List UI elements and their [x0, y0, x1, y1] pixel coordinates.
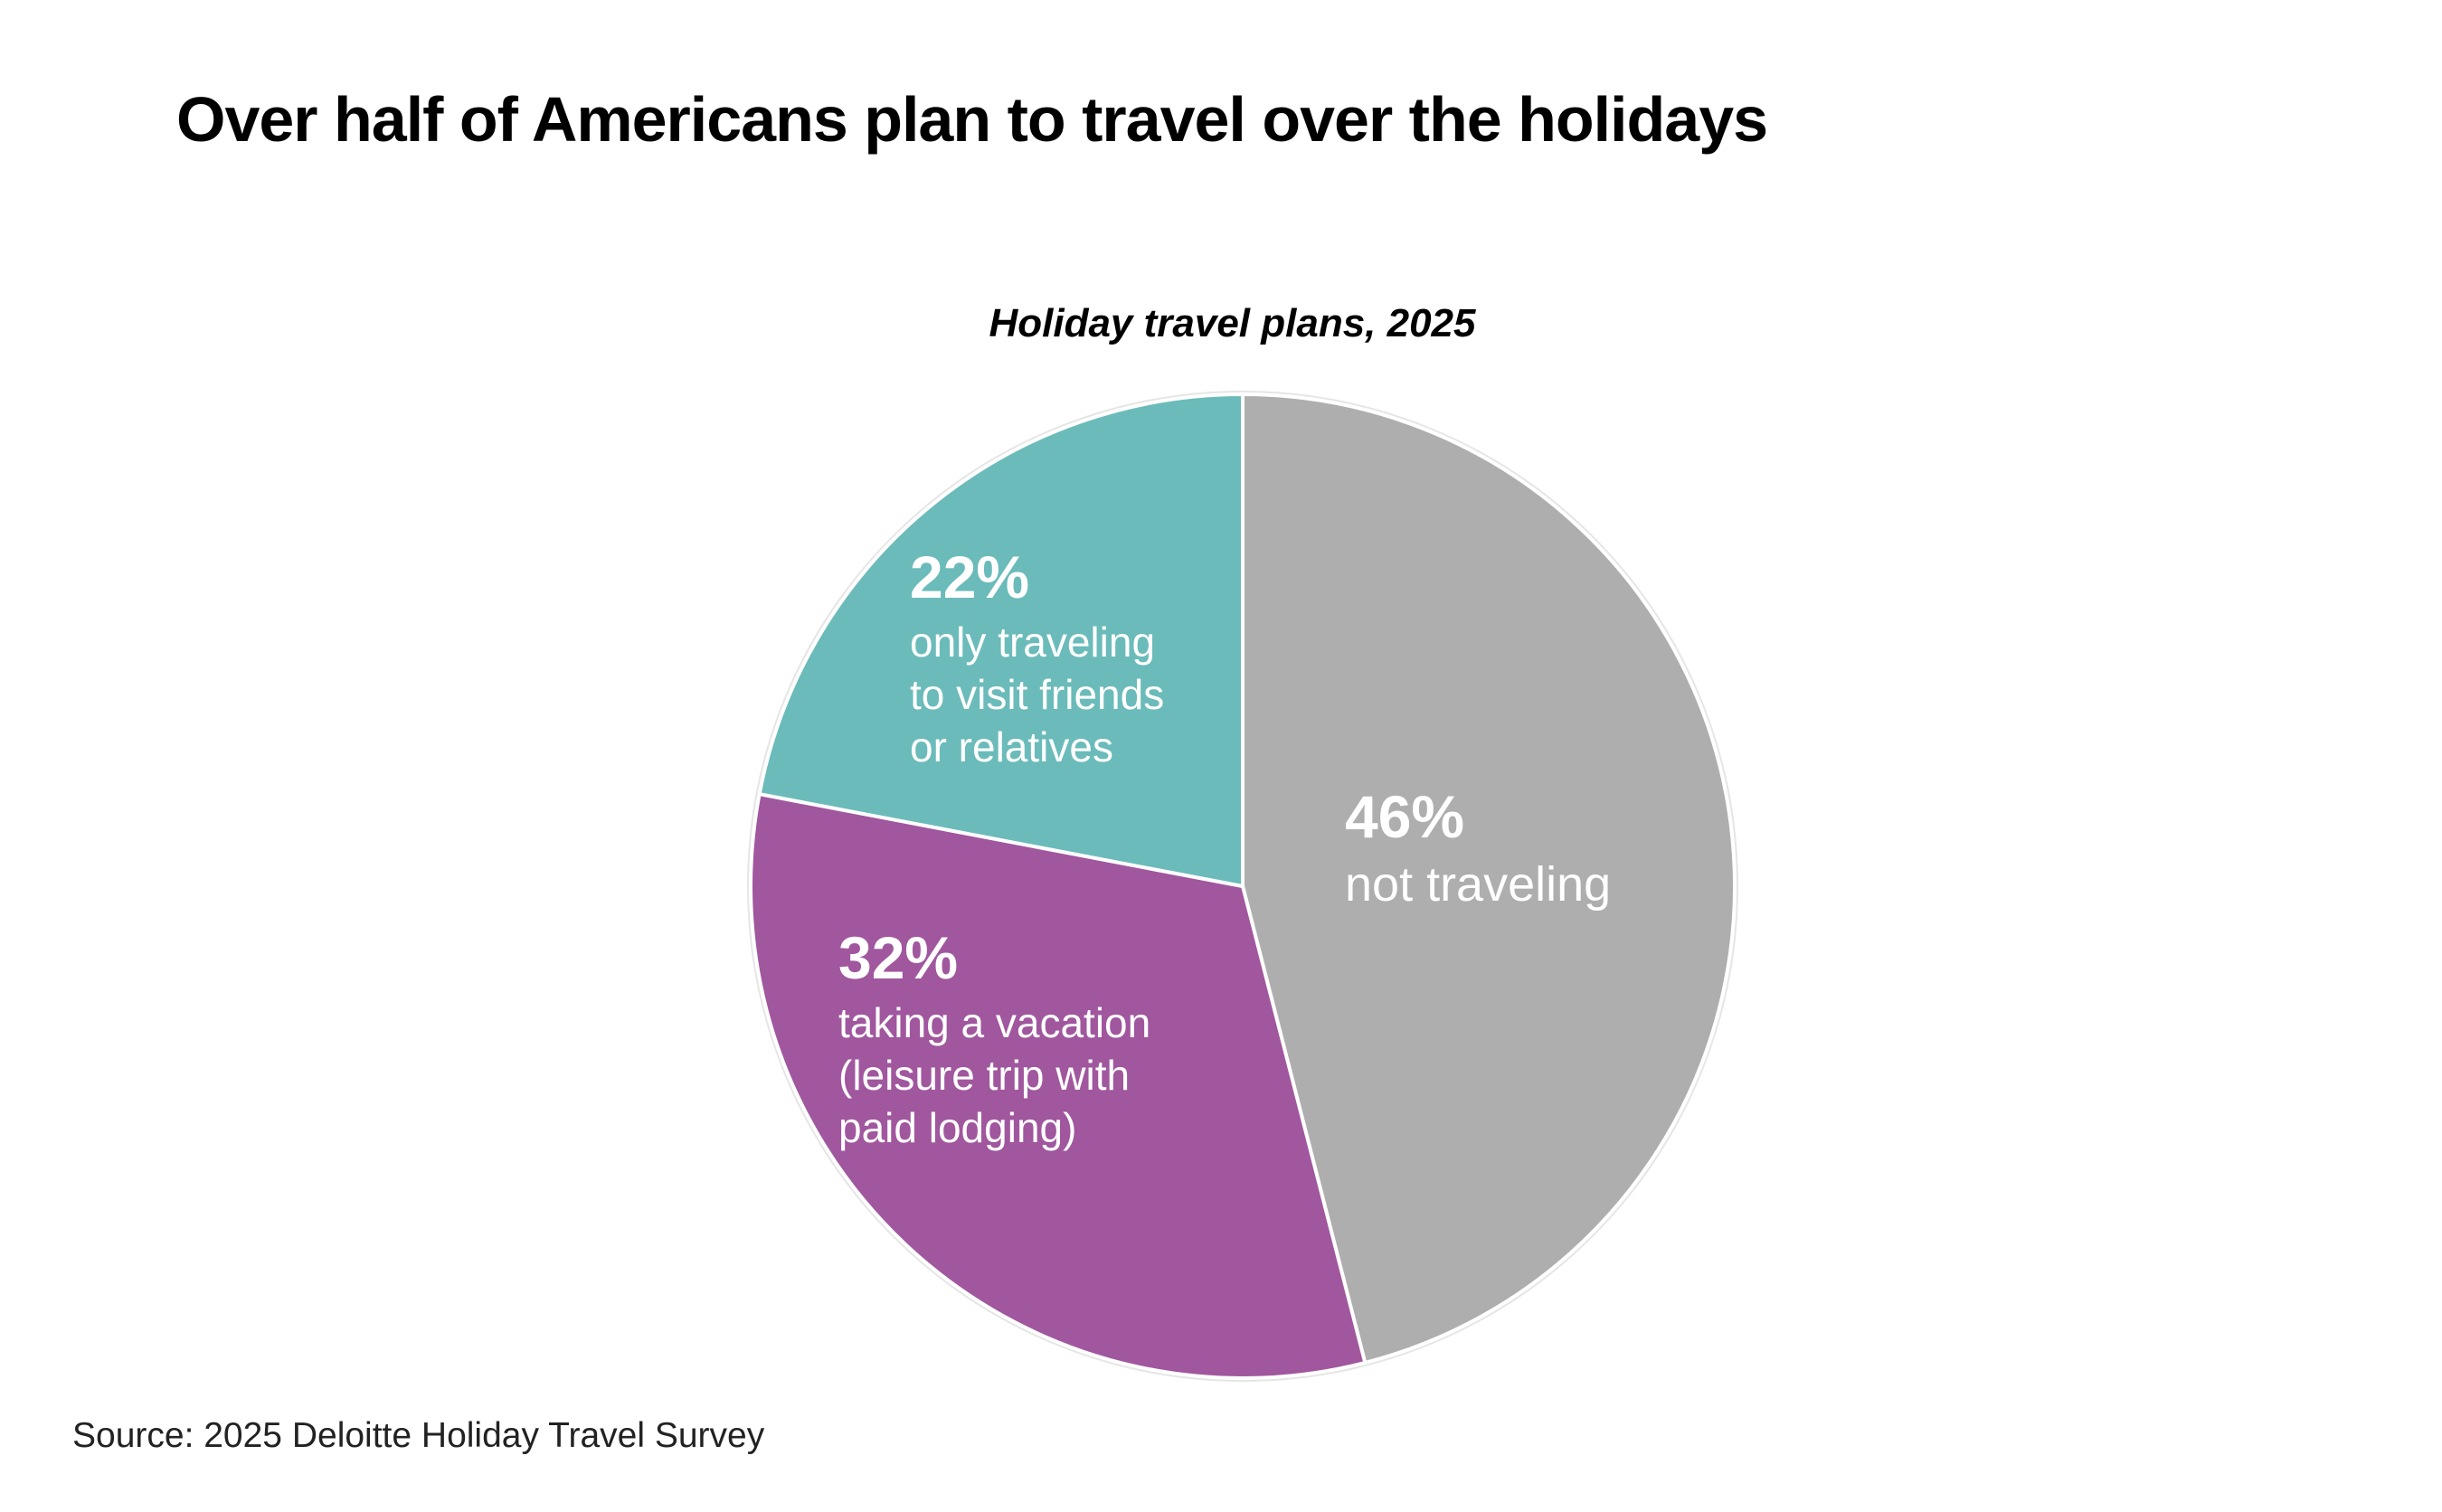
pie-slice-not-traveling — [1241, 392, 1737, 1365]
chart-title: Over half of Americans plan to travel ov… — [176, 84, 1768, 155]
source-note: Source: 2025 Deloitte Holiday Travel Sur… — [72, 1416, 765, 1455]
chart-subtitle: Holiday travel plans, 2025 — [989, 301, 1476, 345]
slice-label-visit-friends: 22% only traveling to visit friends or r… — [910, 538, 1164, 773]
slice-pct-vacation: 32% — [838, 924, 959, 991]
slice-text-not-traveling: not traveling — [1345, 857, 1612, 912]
pie-slices — [749, 392, 1737, 1380]
slice-pct-visit-friends: 22% — [910, 543, 1030, 610]
slice-label-not-traveling: 46% not traveling — [1345, 778, 1611, 913]
pie-slice-vacation — [749, 792, 1368, 1380]
slice-label-vacation: 32% taking a vacation (leisure trip with… — [838, 919, 1150, 1154]
pie-slice-visit-friends — [757, 392, 1245, 888]
slice-text-visit-friends: only traveling to visit friends or relat… — [910, 619, 1165, 770]
slice-pct-not-traveling: 46% — [1345, 783, 1465, 850]
slice-text-vacation: taking a vacation (leisure trip with pai… — [838, 999, 1151, 1151]
